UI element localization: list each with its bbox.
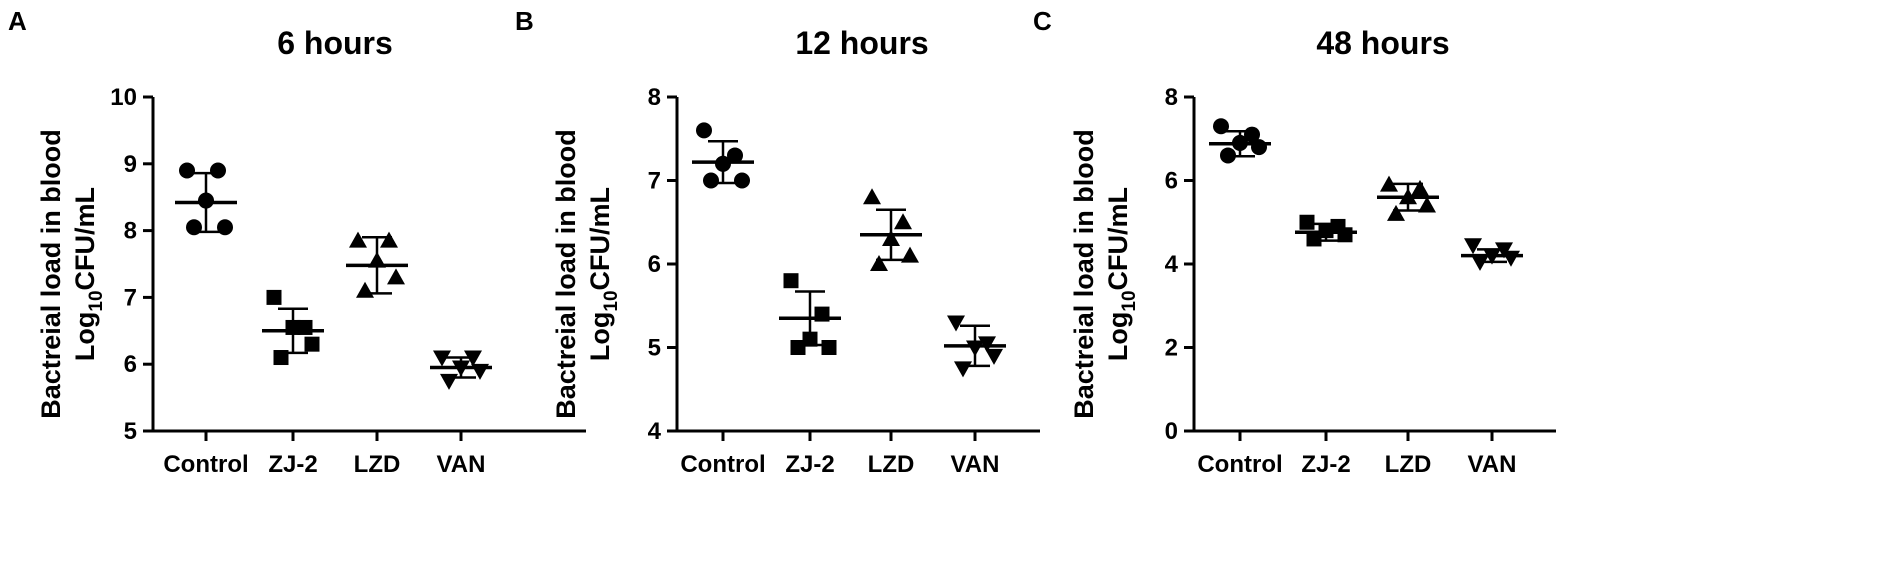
x-tick-label: VAN xyxy=(437,451,486,478)
y-tick-label: 10 xyxy=(110,84,137,111)
y-axis-label-subscript: 10 xyxy=(601,290,622,311)
x-tick-label: Control xyxy=(680,451,765,478)
panel-letter: C xyxy=(1033,6,1052,36)
data-point xyxy=(380,231,398,248)
y-axis-label-line2: Log xyxy=(70,312,100,361)
y-tick-label: 2 xyxy=(1165,335,1178,362)
y-axis-label-line2: Log xyxy=(585,312,615,361)
y-axis-label-line1: Bactreial load in blood xyxy=(1069,129,1099,419)
y-axis-label-line2: Log xyxy=(1103,312,1133,361)
y-axis-label: Bactreial load in blood Log10CFU/mL xyxy=(36,129,107,419)
panel-letter: A xyxy=(8,6,27,36)
y-tick-label: 9 xyxy=(124,151,137,178)
data-point xyxy=(1251,139,1267,156)
y-tick-label: 8 xyxy=(1165,84,1178,111)
y-axis-label: Bactreial load in blood Log10CFU/mL xyxy=(551,129,622,419)
data-point xyxy=(863,188,881,205)
x-tick-label: ZJ-2 xyxy=(1301,451,1350,478)
y-axis-label-unit: CFU/mL xyxy=(70,187,100,291)
data-point xyxy=(1387,204,1405,221)
data-point xyxy=(1380,175,1398,192)
y-axis-label-line1: Bactreial load in blood xyxy=(551,129,581,419)
y-tick-label: 8 xyxy=(648,84,661,111)
data-point xyxy=(1464,238,1482,255)
panel-c: C 48 hours 0 2 4 6 8 Control ZJ-2 LZD VAN Bactreial… xyxy=(1033,6,1556,478)
data-point xyxy=(954,361,972,378)
data-point xyxy=(440,373,458,390)
data-point xyxy=(387,268,405,285)
data-point xyxy=(734,172,750,189)
y-tick-label: 8 xyxy=(124,218,137,245)
data-point xyxy=(985,348,1003,365)
x-tick-label: LZD xyxy=(1385,451,1432,478)
y-axis-label-subscript: 10 xyxy=(1119,290,1140,311)
y-tick-label: 6 xyxy=(124,351,137,378)
data-point xyxy=(727,147,743,164)
data-point xyxy=(1299,214,1315,230)
y-axis-label-subscript: 10 xyxy=(86,290,107,311)
data-point xyxy=(433,350,451,367)
data-point xyxy=(1502,250,1520,267)
data-point xyxy=(179,162,195,179)
chart-title: 6 hours xyxy=(277,25,393,61)
panel-b: B 12 hours 4 5 6 7 8 Control ZJ-2 LZD VAN Bactreial… xyxy=(515,6,1040,478)
x-tick-label: Control xyxy=(1197,451,1282,478)
y-tick-label: 5 xyxy=(648,335,661,362)
y-tick-label: 5 xyxy=(124,418,137,445)
y-axis-label-unit: CFU/mL xyxy=(585,187,615,291)
y-tick-label: 7 xyxy=(648,168,661,195)
chart-title: 12 hours xyxy=(795,25,928,61)
x-tick-label: ZJ-2 xyxy=(785,451,834,478)
data-point xyxy=(790,340,806,355)
data-point xyxy=(210,162,226,179)
y-axis-label-line1: Bactreial load in blood xyxy=(36,129,66,419)
y-tick-label: 7 xyxy=(124,284,137,311)
data-point xyxy=(894,213,912,230)
x-tick-label: LZD xyxy=(868,451,915,478)
data-point xyxy=(947,315,965,332)
data-point xyxy=(304,336,320,352)
x-tick-label: VAN xyxy=(951,451,1000,478)
y-tick-label: 6 xyxy=(648,251,661,278)
y-axis-label-unit: CFU/mL xyxy=(1103,187,1133,291)
data-point xyxy=(696,122,712,139)
data-point xyxy=(266,289,282,305)
data-point xyxy=(870,255,888,271)
x-tick-label: ZJ-2 xyxy=(268,451,317,478)
x-tick-label: VAN xyxy=(1468,451,1517,478)
data-point xyxy=(821,340,837,355)
data-point xyxy=(1418,196,1436,213)
data-point xyxy=(1306,231,1322,247)
data-point xyxy=(1411,179,1429,196)
panel-a: A 6 hours 5 6 7 8 9 10 Control ZJ-2 LZD VAN Bactreia… xyxy=(8,6,586,478)
y-axis-label: Bactreial load in blood Log10CFU/mL xyxy=(1069,129,1140,419)
data-point xyxy=(356,281,374,298)
data-point xyxy=(703,172,719,189)
x-tick-label: LZD xyxy=(354,451,401,478)
data-point xyxy=(349,231,367,248)
y-tick-label: 6 xyxy=(1165,168,1178,195)
y-tick-label: 4 xyxy=(1165,251,1179,278)
y-tick-label: 0 xyxy=(1165,418,1178,445)
panel-letter: B xyxy=(515,6,534,36)
data-point xyxy=(783,273,799,289)
y-tick-label: 4 xyxy=(648,418,662,445)
x-tick-label: Control xyxy=(163,451,248,478)
chart-title: 48 hours xyxy=(1316,25,1449,61)
